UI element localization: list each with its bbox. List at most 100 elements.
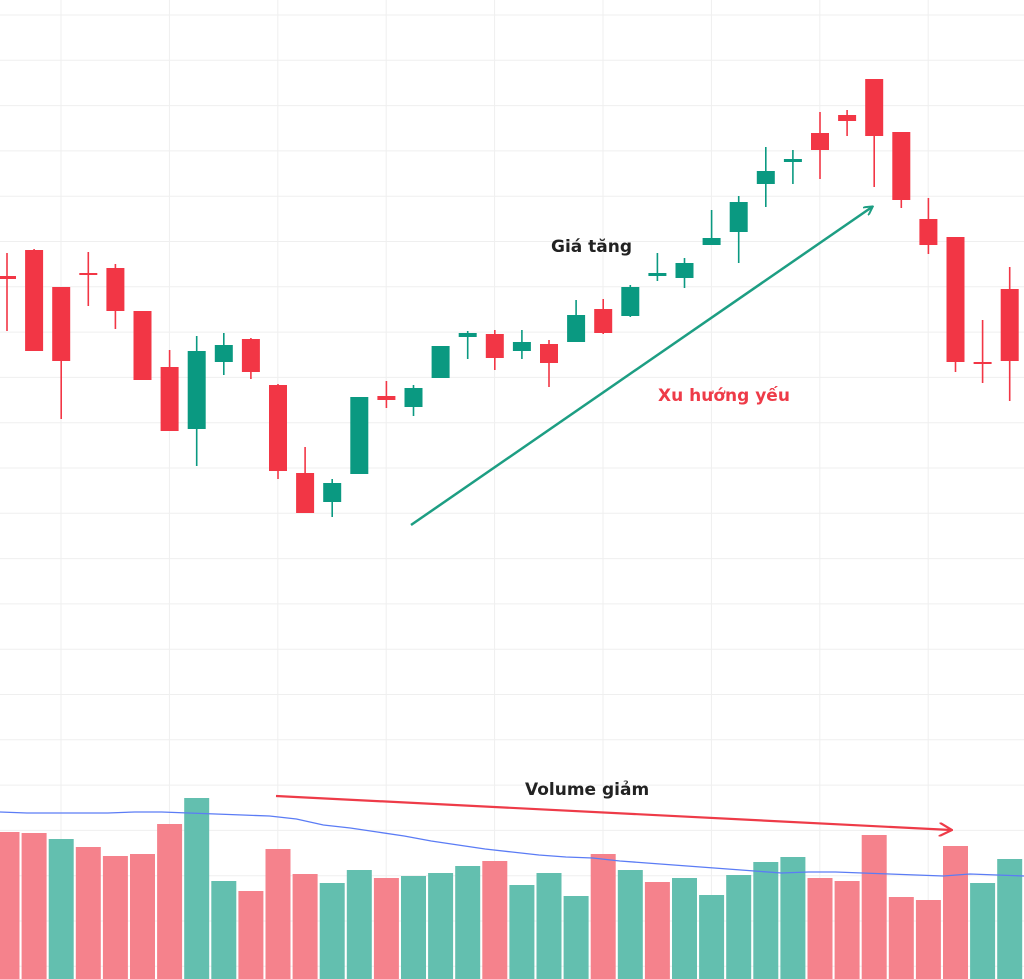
candle-body (621, 287, 640, 316)
volume-ma-line (0, 811, 1024, 877)
candle (106, 264, 125, 329)
volume-bar (75, 847, 101, 979)
candle-body (25, 250, 44, 351)
candle (323, 479, 342, 517)
candle (540, 340, 558, 387)
candle (1000, 267, 1019, 401)
volume-bar (509, 885, 535, 979)
candle (0, 253, 16, 331)
volume-bar (211, 881, 237, 979)
candle (133, 311, 152, 380)
candle-body (594, 309, 613, 333)
volume-bar (861, 835, 887, 979)
volume-bar (997, 859, 1023, 979)
candle-body (79, 273, 98, 275)
candle (675, 258, 694, 288)
volume-bar (238, 891, 264, 979)
candle-body (377, 396, 396, 400)
candle (973, 320, 992, 383)
volume-bar (292, 874, 318, 979)
candle-body (404, 388, 423, 407)
volume-bar (455, 866, 481, 979)
candle-body (567, 315, 586, 342)
annotation-price-rise: Giá tăng (551, 237, 632, 257)
volume-bar (834, 881, 860, 979)
candle (431, 346, 450, 378)
candle (811, 112, 829, 179)
volume-bar (319, 883, 345, 979)
volume-bar (401, 876, 426, 979)
candle-body (0, 276, 16, 279)
volume-bar (428, 873, 454, 979)
candle-body (648, 273, 667, 276)
candle-body (892, 132, 911, 200)
candle (865, 79, 884, 187)
volume-bar (102, 856, 128, 979)
candle (187, 336, 206, 466)
candle-body (133, 311, 152, 380)
volume-bar (0, 832, 20, 979)
volume-bar (726, 875, 752, 979)
candle (269, 384, 287, 479)
candle-body (214, 345, 233, 362)
candle (404, 385, 423, 416)
candle (946, 237, 965, 372)
candle (377, 381, 396, 408)
volume-bar (672, 878, 697, 979)
candle (79, 252, 98, 306)
candle-body (729, 202, 748, 232)
candle-body (187, 351, 206, 429)
volume-bars (0, 798, 1023, 979)
volume-bar (157, 824, 183, 979)
candle-body (241, 339, 260, 372)
candle (458, 331, 477, 359)
volume-bar (536, 873, 562, 979)
volume-bar (780, 857, 806, 979)
candle (648, 253, 667, 281)
candle (729, 196, 748, 263)
annotation-weak-trend: Xu hướng yếu (658, 385, 790, 406)
volume-bar (617, 870, 643, 979)
candle-body (269, 385, 287, 471)
candle-body (838, 115, 857, 121)
volume-bar (48, 839, 74, 979)
volume-bar (807, 878, 833, 979)
volume-bar (184, 798, 210, 979)
candle (214, 333, 233, 375)
volume-bar (699, 895, 725, 979)
candle-body (702, 238, 721, 245)
volume-bar (915, 900, 941, 979)
candle (567, 300, 586, 342)
candle-body (458, 333, 477, 337)
volume-bar (21, 833, 47, 979)
candle-body (756, 171, 775, 184)
candle (52, 287, 71, 419)
candle-body (485, 334, 504, 358)
volume-bar (970, 883, 996, 979)
volume-bar (373, 878, 399, 979)
candle-body (323, 483, 342, 502)
candle (241, 338, 260, 379)
candle-body (973, 362, 992, 364)
candle-body (296, 473, 315, 513)
candle-body (946, 237, 965, 362)
annotation-volume-decrease: Volume giảm (525, 780, 649, 800)
candle-body (106, 268, 125, 311)
candle-body (811, 133, 829, 150)
volume-bar (265, 849, 291, 979)
candle (160, 350, 179, 431)
candle-body (52, 287, 71, 361)
candle (892, 132, 911, 208)
volume-bar (130, 854, 155, 979)
candle (919, 198, 938, 254)
price-trend-arrow (410, 207, 872, 527)
candle (702, 210, 721, 245)
candle (512, 330, 531, 359)
volume-trend-arrow (275, 794, 951, 830)
candle-body (512, 342, 531, 351)
volume-bar (482, 861, 508, 979)
candle-body (783, 159, 802, 162)
candle (350, 397, 369, 474)
